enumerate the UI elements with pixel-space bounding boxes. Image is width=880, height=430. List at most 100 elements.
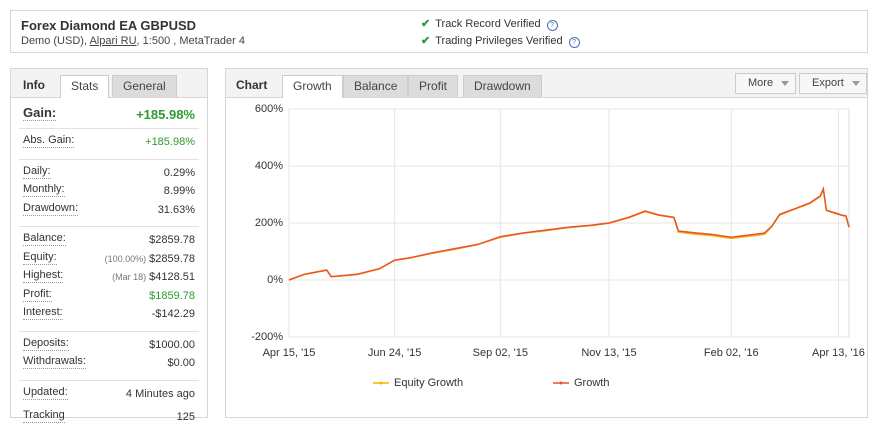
stat-row: Tracking 125	[23, 408, 195, 426]
label: Deposits:	[23, 336, 69, 351]
label: Monthly:	[23, 183, 65, 197]
value: 125	[177, 408, 195, 426]
legend-label: Equity Growth	[394, 377, 463, 389]
broker-link[interactable]: Alpari RU	[89, 35, 137, 47]
value-text: $4128.51	[149, 271, 195, 283]
value-text: 125	[176, 410, 195, 423]
x-tick-label: Feb 02, '16	[704, 347, 759, 359]
help-icon[interactable]: ?	[546, 20, 558, 31]
label: Tracking	[23, 408, 65, 423]
tab[interactable]: Profit	[408, 75, 459, 97]
x-tick-label: Jun 24, '15	[368, 347, 421, 359]
value-text: $2859.78	[149, 234, 195, 246]
value: 31.63%	[158, 201, 195, 219]
x-tick-label: Nov 13, '15	[581, 347, 636, 359]
stat-row: Profit: $1859.78	[23, 287, 195, 305]
label: Interest:	[23, 306, 63, 320]
value: $1000.00	[149, 336, 195, 354]
label: Abs. Gain:	[23, 134, 75, 148]
value: $1859.78	[149, 287, 195, 305]
note: (Mar 18)	[112, 272, 147, 282]
label: Equity:	[23, 250, 57, 265]
tab[interactable]: Drawdown	[463, 75, 542, 97]
stat-row: Daily: 0.29%	[23, 164, 195, 182]
header: Forex Diamond EA GBPUSD Demo (USD), Alpa…	[10, 10, 868, 53]
x-tick-label: Sep 02, '15	[473, 347, 528, 359]
text: Track Record Verified	[435, 18, 541, 30]
value-text: 8.99%	[163, 185, 195, 197]
chart: -200% 0% 200% 400% 600% Apr 15, '15 Jun 24, '1…	[251, 103, 865, 389]
value-text: 31.63%	[157, 203, 195, 216]
note: (100.00%)	[104, 253, 147, 264]
label: Gain:	[23, 105, 57, 121]
info-panel: Info Stats General Gain: +185.98% Abs. Ga…	[10, 68, 208, 423]
legend-label: Growth	[574, 377, 609, 389]
series-line	[288, 186, 850, 281]
stat-row: Monthly: 8.99%	[23, 182, 195, 200]
separator	[19, 330, 199, 332]
gain-row: Gain: +185.98%	[23, 106, 195, 124]
panel-title: Chart	[236, 78, 268, 92]
tab[interactable]: Growth	[282, 75, 343, 98]
value: 8.99%	[164, 182, 195, 200]
x-tick-label: Apr 13, '16	[812, 347, 865, 359]
help-icon[interactable]: ?	[568, 37, 580, 48]
x-tick-label: Apr 15, '15	[263, 347, 316, 359]
tab[interactable]: Balance	[343, 75, 409, 97]
y-tick-label: 0%	[267, 274, 283, 286]
panel-title: Info	[23, 78, 45, 92]
stat-row: Updated: 4 Minutes ago	[23, 385, 195, 403]
y-tick-label: 600%	[255, 103, 283, 115]
label: Updated:	[23, 385, 68, 400]
tab[interactable]: General	[112, 75, 177, 97]
stat-row: Abs. Gain: +185.98%	[23, 133, 195, 151]
value: +185.98%	[136, 107, 195, 122]
series-line	[288, 186, 850, 281]
export-button[interactable]: Export	[799, 73, 867, 94]
label: Daily:	[23, 164, 51, 179]
verification: ✔ Trading Privileges Verified?	[421, 34, 580, 48]
value: $0.00	[167, 354, 195, 372]
stat-row: Equity: (100.00%) $2859.78	[23, 250, 195, 268]
value-text: 0.29%	[163, 166, 195, 179]
stat-row: Interest: -$142.29	[23, 305, 195, 323]
value: (Mar 18) $4128.51	[112, 268, 195, 286]
value: 0.29%	[164, 164, 195, 182]
separator	[19, 158, 199, 160]
y-tick-label: 200%	[255, 217, 283, 229]
value-text: -$142.29	[151, 308, 195, 320]
value-text: $1000.00	[149, 338, 195, 351]
stat-row: Highest: (Mar 18) $4128.51	[23, 268, 195, 286]
value: 4 Minutes ago	[126, 385, 195, 403]
value: (100.00%) $2859.78	[105, 250, 195, 268]
chart-panel: Chart Growth Balance Profit Drawdown Mor…	[225, 68, 868, 418]
text: Trading Privileges Verified	[435, 35, 563, 47]
verification: ✔ Track Record Verified?	[421, 17, 558, 31]
label: Profit:	[23, 287, 52, 302]
y-tick-label: 400%	[255, 160, 283, 172]
label: Highest:	[23, 269, 64, 283]
label: Withdrawals:	[23, 355, 86, 369]
stat-row: Drawdown: 31.63%	[23, 201, 195, 219]
legend-dot	[559, 381, 563, 385]
tab-bar: Info Stats General	[11, 69, 207, 98]
stat-row: Balance: $2859.78	[23, 231, 195, 249]
value-text: $2859.78	[149, 252, 195, 265]
value-text: 4 Minutes ago	[125, 387, 195, 400]
separator	[19, 379, 199, 381]
text: Demo (USD),	[21, 35, 90, 47]
title: Forex Diamond EA GBPUSD	[21, 18, 197, 33]
y-tick-label: -200%	[251, 331, 283, 343]
text: , 1:500 , MetaTrader 4	[136, 35, 245, 47]
label: Drawdown:	[23, 201, 79, 216]
more-button[interactable]: More	[735, 73, 797, 94]
value: +185.98%	[145, 133, 195, 151]
value-text: $1859.78	[149, 289, 195, 302]
subtitle: Demo (USD), Alpari RU, 1:500 , MetaTrade…	[21, 35, 245, 47]
value: -$142.29	[152, 305, 195, 323]
tab[interactable]: Stats	[60, 75, 110, 98]
value-text: +185.98%	[145, 136, 195, 148]
legend-dot	[379, 381, 383, 385]
tab-bar: Chart Growth Balance Profit Drawdown Mor…	[226, 69, 867, 98]
